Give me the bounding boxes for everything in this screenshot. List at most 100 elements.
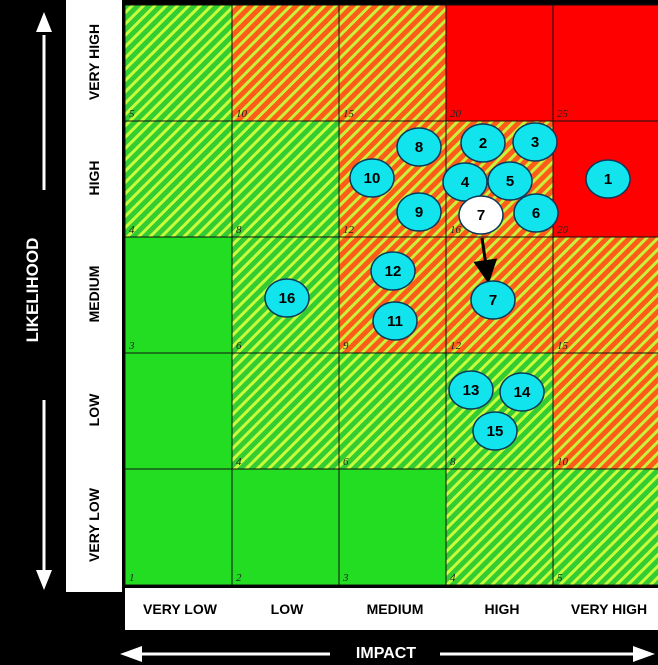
risk-marker-label: 15 bbox=[487, 423, 504, 440]
cell-score: 4 bbox=[236, 456, 242, 468]
risk-marker-10[interactable]: 10 bbox=[349, 158, 395, 198]
likelihood-label-very-low: VERY LOW bbox=[86, 488, 102, 562]
cell-score: 4 bbox=[129, 224, 135, 236]
cell-score: 15 bbox=[343, 108, 355, 120]
risk-marker-label: 4 bbox=[461, 174, 470, 191]
cell-r0-c0 bbox=[125, 5, 232, 121]
cell-score: 6 bbox=[236, 340, 242, 352]
risk-marker-label: 12 bbox=[385, 263, 402, 280]
risk-marker-13[interactable]: 13 bbox=[448, 370, 494, 410]
risk-marker-3[interactable]: 3 bbox=[512, 122, 558, 162]
likelihood-arrow-down-head bbox=[36, 570, 52, 590]
impact-arrow-left-head bbox=[120, 646, 142, 662]
impact-label-very-high: VERY HIGH bbox=[570, 601, 648, 617]
risk-marker-label: 9 bbox=[415, 204, 423, 221]
cell-r1-c0 bbox=[125, 121, 232, 237]
impact-label-low: LOW bbox=[270, 601, 304, 617]
risk-marker-label: 14 bbox=[514, 384, 531, 401]
cell-r1-c1 bbox=[232, 121, 339, 237]
cell-r2-c4 bbox=[553, 237, 658, 353]
matrix-gridlines bbox=[124, 4, 658, 586]
risk-marker-14[interactable]: 14 bbox=[499, 372, 545, 412]
cell-r4-c0 bbox=[125, 469, 232, 585]
risk-marker-label: 2 bbox=[479, 135, 487, 152]
impact-axis-title: IMPACT bbox=[355, 645, 417, 662]
likelihood-arrow-up-head bbox=[36, 12, 52, 32]
likelihood-axis-title: LIKELIHOOD bbox=[23, 237, 42, 343]
risk-marker-2[interactable]: 2 bbox=[460, 123, 506, 163]
impact-label-medium: MEDIUM bbox=[366, 601, 424, 617]
cell-score: 4 bbox=[450, 572, 456, 584]
cell-score: 10 bbox=[557, 456, 569, 468]
risk-marker-label: 6 bbox=[532, 205, 540, 222]
cell-r3-c3 bbox=[446, 353, 553, 469]
cell-scores: 5 10 15 20 254 8 12 16 203 6 9 12 154 6 8 101 2 3 4 5 bbox=[128, 108, 569, 584]
likelihood-label-very-high: VERY HIGH bbox=[86, 23, 102, 101]
risk-marker-6[interactable]: 6 bbox=[513, 193, 559, 233]
cell-score: 5 bbox=[557, 572, 563, 584]
cell-r0-c4 bbox=[553, 5, 658, 121]
risk-7-movement-arrow bbox=[473, 237, 498, 284]
cell-r0-c1 bbox=[232, 5, 339, 121]
risk-marker-label: 7 bbox=[489, 292, 497, 309]
risk-marker-8[interactable]: 8 bbox=[396, 127, 442, 167]
risk-marker-label: 8 bbox=[415, 139, 423, 156]
cell-r0-c2 bbox=[339, 5, 446, 121]
cell-r0-c3 bbox=[446, 5, 553, 121]
risk-marker-1[interactable]: 1 bbox=[585, 159, 631, 199]
cell-score: 3 bbox=[128, 340, 135, 352]
cell-score: 6 bbox=[343, 456, 349, 468]
risk-marker-label: 11 bbox=[387, 313, 403, 330]
matrix-cells bbox=[125, 5, 658, 585]
risk-marker-7[interactable]: 7 bbox=[458, 195, 504, 235]
cell-score: 25 bbox=[557, 108, 569, 120]
risk-marker-label: 3 bbox=[531, 134, 539, 151]
likelihood-labels-column bbox=[66, 0, 122, 592]
cell-score: 8 bbox=[236, 224, 242, 236]
cell-score: 1 bbox=[129, 572, 135, 584]
risk-marker-12[interactable]: 12 bbox=[370, 251, 416, 291]
cell-r2-c0 bbox=[125, 237, 232, 353]
likelihood-label-medium: MEDIUM bbox=[86, 265, 102, 323]
cell-r3-c4 bbox=[553, 353, 658, 469]
cell-score: 3 bbox=[342, 572, 349, 584]
cell-score: 20 bbox=[450, 108, 462, 120]
cell-score: 8 bbox=[450, 456, 456, 468]
impact-label-very-low: VERY LOW bbox=[143, 601, 217, 617]
cell-r4-c2 bbox=[339, 469, 446, 585]
risk-marker-label: 7 bbox=[477, 207, 485, 224]
risk-marker-9[interactable]: 9 bbox=[396, 192, 442, 232]
cell-r3-c1 bbox=[232, 353, 339, 469]
impact-label-high: HIGH bbox=[484, 601, 520, 617]
risk-marker-16[interactable]: 16 bbox=[264, 278, 310, 318]
risk-marker-label: 16 bbox=[279, 290, 296, 307]
risk-marker-label: 13 bbox=[463, 382, 480, 399]
risk-marker-15[interactable]: 15 bbox=[472, 411, 518, 451]
impact-arrow-right-head bbox=[633, 646, 655, 662]
risk-marker-label: 1 bbox=[604, 171, 612, 188]
likelihood-axis-strip bbox=[0, 0, 66, 592]
cell-r3-c2 bbox=[339, 353, 446, 469]
cell-r4-c1 bbox=[232, 469, 339, 585]
cell-score: 10 bbox=[236, 108, 248, 120]
risk-marker-7[interactable]: 7 bbox=[470, 280, 516, 320]
cell-score: 9 bbox=[343, 340, 349, 352]
cell-score: 5 bbox=[129, 108, 135, 120]
risk-marker-label: 10 bbox=[364, 170, 381, 187]
cell-score: 2 bbox=[236, 572, 242, 584]
cell-score: 16 bbox=[450, 224, 462, 236]
cell-r4-c4 bbox=[553, 469, 658, 585]
likelihood-label-low: LOW bbox=[86, 393, 102, 427]
risk-marker-5[interactable]: 5 bbox=[487, 161, 533, 201]
risk-marker-11[interactable]: 11 bbox=[372, 301, 418, 341]
cell-score: 20 bbox=[557, 224, 569, 236]
risk-marker-label: 5 bbox=[506, 173, 514, 190]
cell-score: 15 bbox=[557, 340, 569, 352]
cell-score: 12 bbox=[343, 224, 355, 236]
cell-r4-c3 bbox=[446, 469, 553, 585]
cell-r3-c0 bbox=[125, 353, 232, 469]
cell-score: 12 bbox=[450, 340, 462, 352]
impact-labels-row bbox=[125, 588, 658, 630]
